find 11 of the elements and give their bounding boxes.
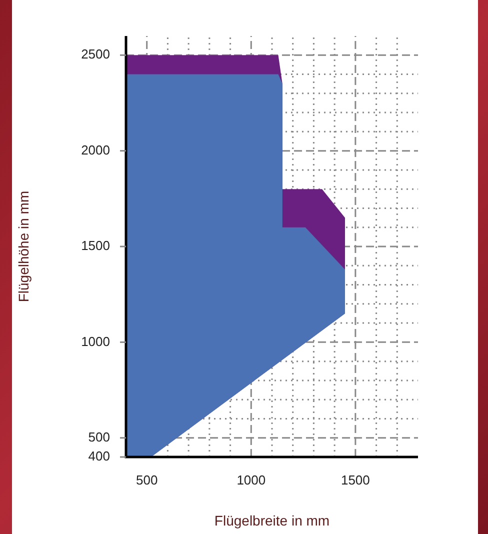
x-axis-title: Flügelbreite in mm xyxy=(214,512,330,528)
y-tick-label: 2000 xyxy=(81,142,110,158)
x-tick-label: 1000 xyxy=(236,472,266,488)
y-tick-label: 2500 xyxy=(81,46,110,62)
x-tick-label: 1500 xyxy=(340,472,370,488)
y-axis-title: Flügelhöhe in mm xyxy=(15,190,32,302)
x-tick-label: 500 xyxy=(136,472,158,488)
y-tick-label: 500 xyxy=(88,429,110,444)
y-tick-label: 400 xyxy=(88,448,110,464)
y-tick-label: 1500 xyxy=(81,238,110,254)
y-tick-label: 1000 xyxy=(81,334,110,349)
